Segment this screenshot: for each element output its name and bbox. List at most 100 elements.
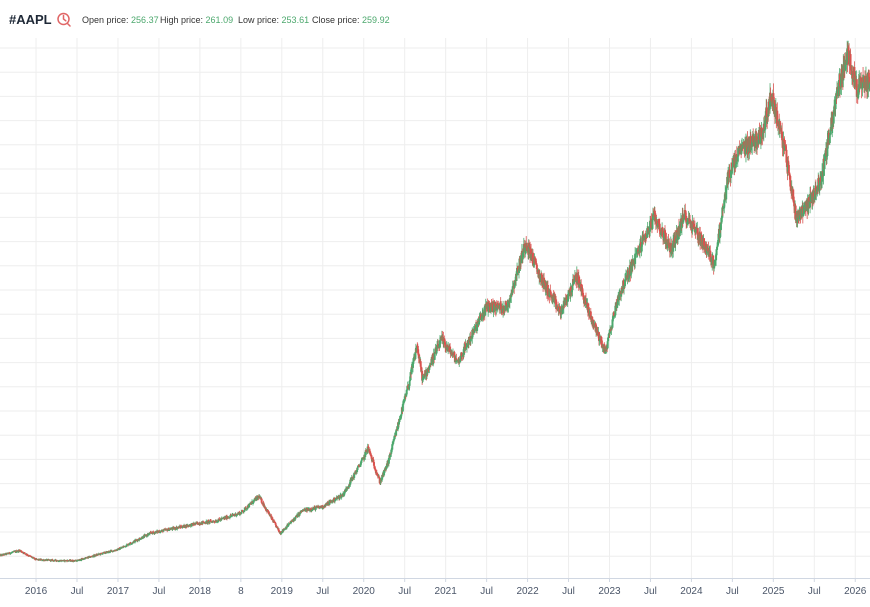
candle-body <box>679 224 682 234</box>
x-tick-label: Jul <box>562 586 575 597</box>
candle-body <box>247 507 250 508</box>
candle-body <box>109 550 112 553</box>
candle-body <box>825 156 828 157</box>
candle-body <box>850 69 853 71</box>
candle-body <box>79 560 82 562</box>
candle-body <box>495 305 498 311</box>
candle-body <box>723 200 726 207</box>
candle-body <box>700 234 703 245</box>
candle-body <box>861 77 864 88</box>
candle-body <box>737 147 740 157</box>
candle-body <box>408 380 411 386</box>
candle-body <box>613 316 616 317</box>
candle-body <box>370 456 373 458</box>
candle-body <box>130 543 133 545</box>
candle-body <box>573 279 576 283</box>
candle-body <box>353 472 356 478</box>
candle-body <box>857 84 860 95</box>
candle-body <box>834 100 837 110</box>
candle-body <box>181 527 184 528</box>
candle-body <box>421 378 424 381</box>
candle-body <box>488 303 491 313</box>
x-tick-label: Jul <box>808 586 821 597</box>
candle-body <box>803 207 806 209</box>
candle-body <box>7 553 10 555</box>
candle-body <box>78 560 81 562</box>
candle-body <box>784 146 787 150</box>
grid-lines <box>0 0 870 578</box>
low-price-value: 253.61 <box>281 15 310 25</box>
candle-body <box>766 115 769 121</box>
candle-body <box>740 145 743 152</box>
candle-body <box>572 282 575 284</box>
candle-body <box>713 260 716 267</box>
candle-body <box>527 243 530 253</box>
candle-body <box>835 93 838 101</box>
candle-body <box>131 543 134 544</box>
candle-body <box>855 79 858 97</box>
candle-body <box>622 280 625 289</box>
candle-body <box>264 507 267 510</box>
candle-body <box>467 340 470 345</box>
x-axis: 2016 Jul 2017 Jul 2018 8 2019 Jul 2020 Jul 2021 Jul… <box>0 578 870 597</box>
candle-body <box>782 147 785 149</box>
candle-body <box>372 459 375 462</box>
candle-body <box>516 267 519 276</box>
candle-body <box>236 514 239 516</box>
candle-body <box>290 521 293 523</box>
candle-body <box>169 528 172 530</box>
candle-body <box>664 230 667 234</box>
candle-body <box>246 508 249 510</box>
candle-body <box>369 452 372 456</box>
candle-body <box>853 67 856 81</box>
candle-body <box>347 486 350 488</box>
candle-body <box>122 546 125 548</box>
candle-body <box>640 246 643 252</box>
candle-body <box>273 520 276 523</box>
candle-body <box>469 338 472 342</box>
candle-body <box>528 243 531 248</box>
high-price: High price: 261.09 <box>160 15 233 25</box>
candle-body <box>621 289 624 292</box>
candle-body <box>707 248 710 253</box>
candle-body <box>129 542 132 544</box>
chart-header: #AAPL Open price: 256.37 High price: 261… <box>0 0 870 38</box>
candle-body <box>638 251 641 253</box>
candle-body <box>802 212 805 217</box>
candle-body <box>549 290 552 292</box>
candle-body <box>180 526 183 528</box>
candle-body <box>743 141 746 144</box>
candle-body <box>217 520 220 522</box>
candle-body <box>101 553 104 555</box>
symbol-title: #AAPL <box>9 12 52 27</box>
candle-body <box>66 560 69 562</box>
candle-body <box>278 531 281 533</box>
candle-body <box>725 186 728 188</box>
candle-body <box>360 459 363 461</box>
candle-body <box>851 71 854 75</box>
candle-body <box>213 521 216 523</box>
candle-body <box>373 468 376 470</box>
candle-body <box>373 465 376 469</box>
x-tick-label: Jul <box>480 586 493 597</box>
candle-body <box>390 449 393 451</box>
candle-body <box>676 230 679 233</box>
candle-body <box>120 547 123 549</box>
candle-body <box>500 305 503 310</box>
candle-body <box>640 244 643 247</box>
candle-body <box>70 561 73 562</box>
candle-body <box>844 62 847 70</box>
candle-body <box>243 510 246 512</box>
candle-body <box>289 522 292 524</box>
clock-icon[interactable] <box>56 11 72 27</box>
candle-body <box>287 523 290 526</box>
candle-body <box>531 252 534 265</box>
candle-body <box>128 544 131 546</box>
candle-body <box>763 129 766 131</box>
candle-body <box>426 368 429 373</box>
candle-body <box>506 304 509 311</box>
candle-body <box>817 178 820 183</box>
candle-body <box>27 555 30 557</box>
